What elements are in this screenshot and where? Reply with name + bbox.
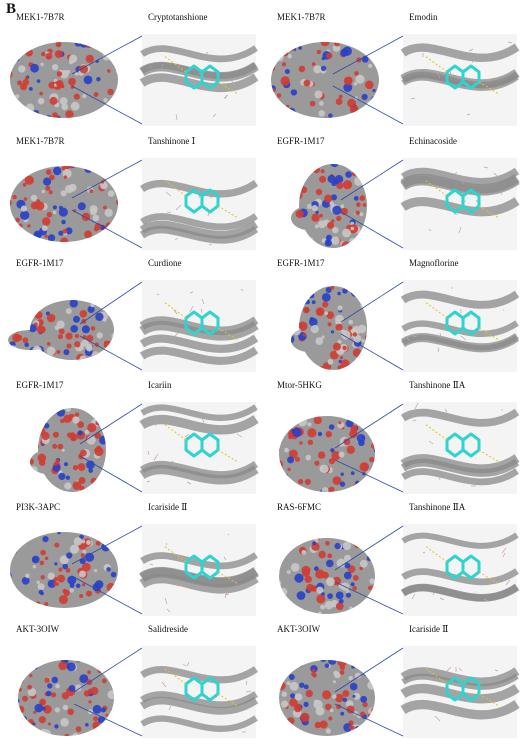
docking-illustration <box>263 502 521 626</box>
binding-site-zoom <box>403 34 517 126</box>
protein-surface <box>248 25 402 136</box>
binding-site-zoom <box>142 402 256 494</box>
protein-surface <box>0 644 136 748</box>
protein-surface <box>257 398 398 508</box>
docking-illustration <box>263 136 521 260</box>
protein-surface <box>0 514 142 626</box>
binding-site-zoom <box>142 524 256 616</box>
docking-illustration <box>2 624 260 748</box>
protein-surface <box>263 146 393 265</box>
docking-illustration <box>2 258 260 382</box>
binding-site-zoom <box>142 34 256 126</box>
protein-surface <box>263 269 393 387</box>
docking-illustration <box>2 12 260 136</box>
binding-site-zoom <box>142 280 256 372</box>
binding-site-zoom <box>403 158 517 250</box>
binding-site-zoom <box>142 158 256 250</box>
binding-site-zoom <box>403 402 517 494</box>
docking-illustration <box>263 624 521 748</box>
docking-illustration <box>2 502 260 626</box>
docking-illustration <box>263 258 521 382</box>
binding-site-zoom <box>403 280 517 372</box>
protein-surface <box>0 150 141 260</box>
protein-surface <box>0 24 138 136</box>
docking-illustration <box>263 380 521 504</box>
docking-illustration <box>2 380 260 504</box>
docking-illustration <box>263 12 521 136</box>
protein-surface <box>2 390 132 510</box>
protein-surface <box>2 278 136 382</box>
protein-surface <box>258 644 397 748</box>
binding-site-zoom <box>142 646 256 738</box>
binding-site-zoom <box>403 646 517 738</box>
docking-illustration <box>2 136 260 260</box>
binding-site-zoom <box>403 524 517 616</box>
protein-surface <box>255 521 396 630</box>
